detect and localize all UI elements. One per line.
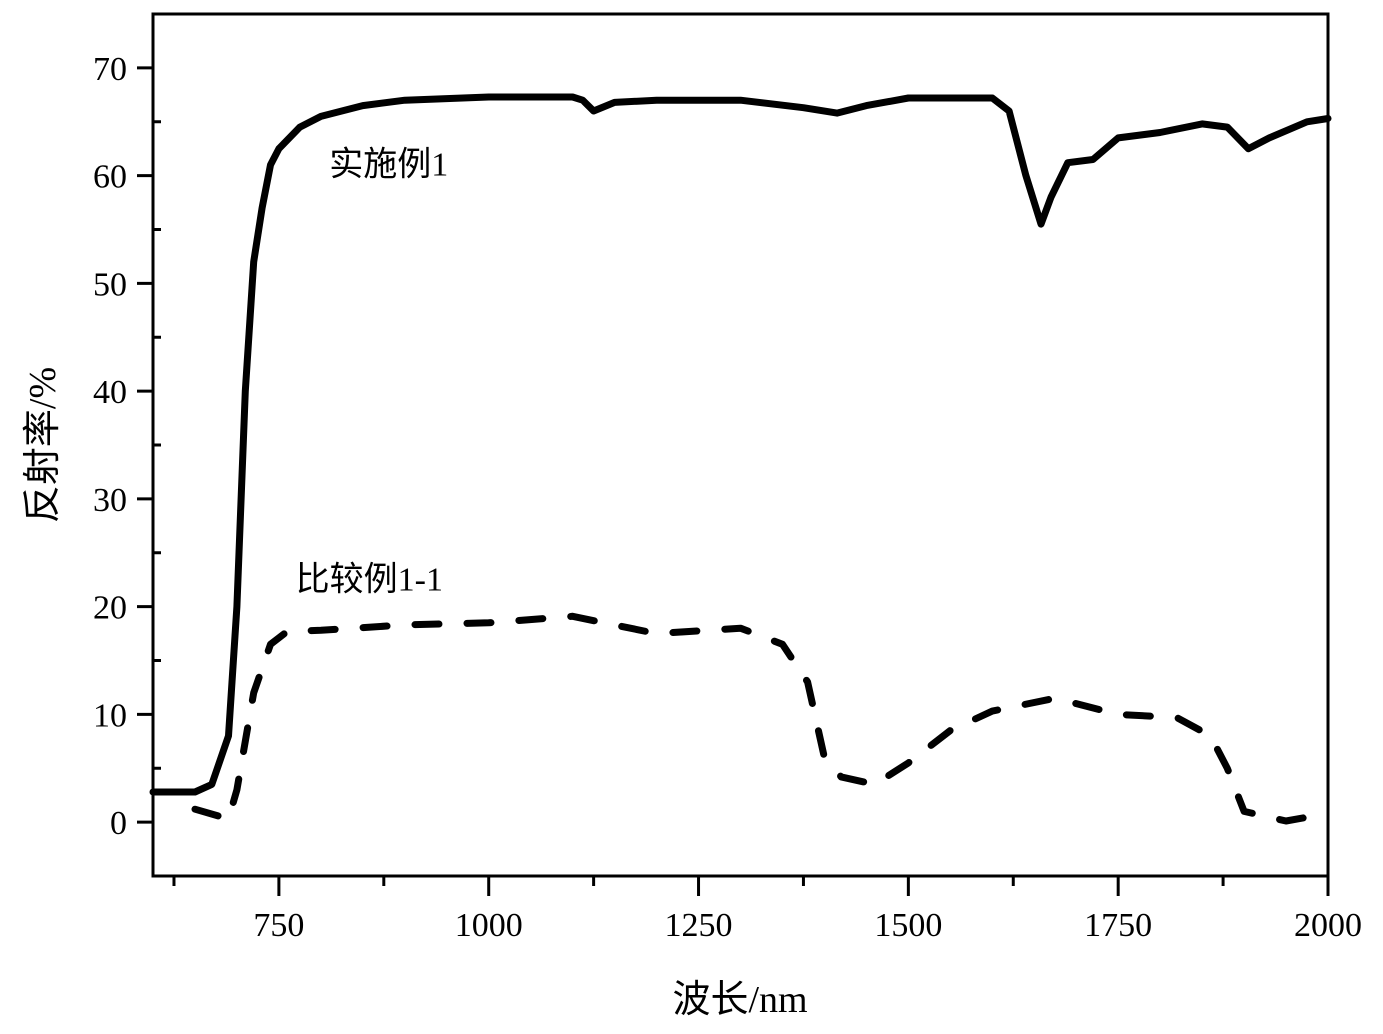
x-tick-label: 2000 xyxy=(1294,907,1362,944)
x-tick-label: 1500 xyxy=(874,907,942,944)
x-tick-label: 1750 xyxy=(1084,907,1152,944)
series-line-2 xyxy=(191,612,1332,825)
y-tick-label: 70 xyxy=(93,51,127,88)
x-tick-label: 1000 xyxy=(455,907,523,944)
plot-area: 750 1000 1250 1500 1750 2000 0 10 20 30 40 50 60 70 xyxy=(93,12,1362,944)
x-tick-label: 750 xyxy=(253,907,304,944)
y-tick-label: 30 xyxy=(93,482,127,519)
y-axis-label: 反射率/% xyxy=(22,367,64,523)
x-tick-label: 1250 xyxy=(665,907,733,944)
annotation-series-2: 比较例1-1 xyxy=(296,560,443,598)
y-tick-label: 40 xyxy=(93,374,127,411)
y-tick-label: 50 xyxy=(93,266,127,303)
series-line-1 xyxy=(149,93,1332,796)
y-tick-label: 60 xyxy=(93,159,127,196)
y-tick-label: 0 xyxy=(110,805,127,842)
x-axis-label: 波长/nm xyxy=(672,979,807,1021)
y-tick-label: 20 xyxy=(93,590,127,627)
plot-frame xyxy=(151,12,1330,878)
y-tick-label: 10 xyxy=(93,697,127,734)
annotation-series-1: 实施例1 xyxy=(329,146,448,184)
